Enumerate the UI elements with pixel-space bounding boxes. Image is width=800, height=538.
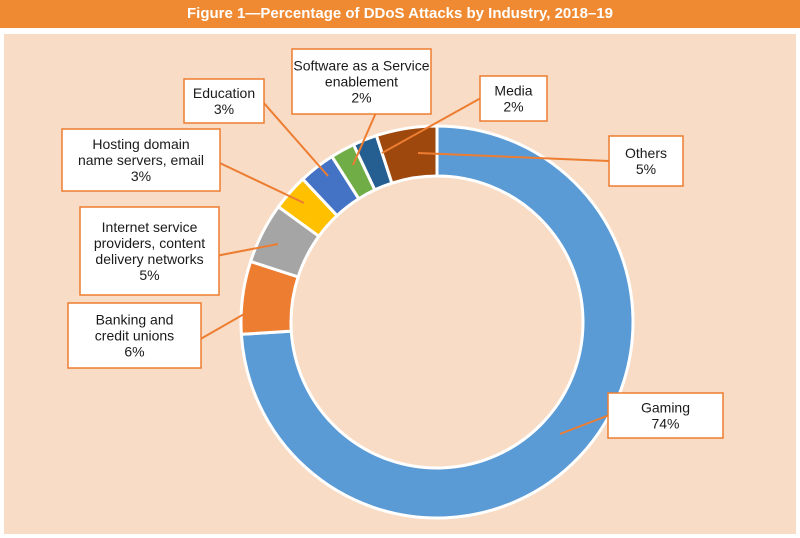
category-label-internet-service-providers-content-delivery-networks: Internet service	[102, 219, 198, 235]
slices-group	[239, 124, 635, 520]
category-label-software-as-a-service-enablement: enablement	[325, 74, 398, 90]
data-label-internet-service-providers-content-delivery-networks: 5%	[139, 267, 159, 283]
data-label-others: 5%	[636, 161, 656, 177]
category-label-banking-and-credit-unions: credit unions	[95, 328, 174, 344]
chart-title: Figure 1—Percentage of DDoS Attacks by I…	[0, 0, 800, 28]
leader-line-gaming	[559, 414, 609, 435]
label-box-media	[479, 75, 548, 122]
category-label-others: Others	[625, 145, 667, 161]
leader-line-internet-service-providers-content-delivery-networks	[218, 243, 279, 257]
data-label-hosting-domain-name-servers-email: 3%	[131, 168, 151, 184]
category-label-media: Media	[494, 83, 532, 99]
label-box-banking-and-credit-unions	[67, 302, 202, 369]
category-label-banking-and-credit-unions: Banking and	[96, 312, 174, 328]
leader-line-software-as-a-service-enablement	[352, 113, 377, 166]
data-label-software-as-a-service-enablement: 2%	[351, 90, 371, 106]
label-box-others	[608, 135, 684, 187]
leader-line-education	[263, 102, 329, 177]
label-box-education	[183, 78, 265, 124]
label-box-gaming	[607, 392, 724, 439]
label-box-software-as-a-service-enablement	[291, 48, 432, 115]
category-label-hosting-domain-name-servers-email: Hosting domain	[92, 136, 189, 152]
slice-gaming	[239, 124, 635, 520]
category-label-gaming: Gaming	[641, 400, 690, 416]
label-box-internet-service-providers-content-delivery-networks	[79, 206, 220, 296]
data-label-banking-and-credit-unions: 6%	[124, 344, 144, 360]
data-label-gaming: 74%	[651, 416, 679, 432]
category-label-internet-service-providers-content-delivery-networks: providers, content	[94, 235, 205, 251]
category-label-hosting-domain-name-servers-email: name servers, email	[78, 152, 204, 168]
category-label-education: Education	[193, 85, 255, 101]
category-label-internet-service-providers-content-delivery-networks: delivery networks	[95, 251, 203, 267]
slice-others	[374, 124, 439, 186]
label-box-hosting-domain-name-servers-email	[61, 128, 221, 192]
leader-line-media	[381, 97, 481, 154]
category-label-software-as-a-service-enablement: Software as a Service	[293, 58, 429, 74]
leader-line-banking-and-credit-unions	[200, 305, 259, 340]
leader-line-hosting-domain-name-servers-email	[219, 162, 305, 204]
data-label-media: 2%	[503, 99, 523, 115]
leader-line-others	[417, 152, 610, 162]
data-label-education: 3%	[214, 101, 234, 117]
